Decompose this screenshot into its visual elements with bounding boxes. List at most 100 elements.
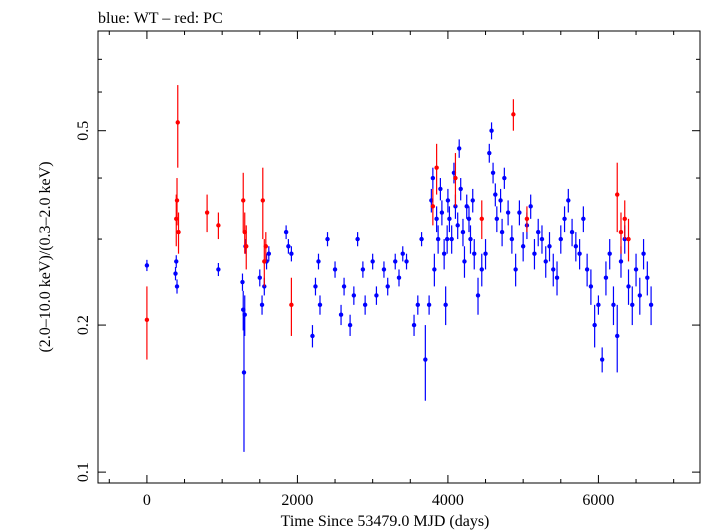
- data-point: [630, 302, 635, 308]
- data-point: [430, 175, 436, 181]
- data-point: [289, 302, 294, 308]
- data-point: [419, 236, 424, 242]
- data-point: [637, 293, 642, 298]
- data-point: [532, 251, 537, 256]
- data-point: [370, 259, 375, 264]
- data-point: [490, 170, 496, 176]
- data-point: [289, 251, 294, 256]
- data-point: [494, 216, 500, 222]
- data-point: [174, 198, 180, 203]
- chart-title: blue: WT – red: PC: [98, 10, 223, 27]
- y-tick-label: 0.2: [75, 315, 92, 335]
- data-point: [283, 229, 289, 235]
- data-point: [362, 302, 368, 308]
- data-point: [645, 275, 650, 280]
- data-point: [641, 251, 646, 256]
- data-point: [536, 229, 541, 235]
- data-point: [430, 204, 436, 209]
- data-point: [438, 186, 443, 192]
- data-point: [596, 302, 601, 308]
- x-axis-label: Time Since 53479.0 MJD (days): [281, 513, 490, 530]
- data-point: [547, 244, 552, 249]
- data-point: [539, 236, 545, 242]
- data-point: [581, 216, 586, 222]
- data-point: [498, 198, 503, 203]
- data-point: [244, 244, 249, 249]
- data-point: [355, 236, 360, 242]
- data-point: [325, 236, 330, 242]
- data-point: [493, 192, 498, 197]
- data-point: [241, 370, 247, 375]
- x-tick-label: 4000: [432, 492, 464, 509]
- data-point: [432, 267, 437, 272]
- data-point: [404, 259, 409, 264]
- data-point: [426, 302, 432, 308]
- data-point: [577, 251, 582, 256]
- data-point: [313, 284, 318, 289]
- data-point: [524, 216, 530, 222]
- data-point: [316, 259, 321, 264]
- data-point: [599, 357, 605, 362]
- data-point: [554, 275, 560, 280]
- data-point: [317, 302, 323, 308]
- data-point: [464, 204, 469, 209]
- data-point: [543, 259, 548, 264]
- data-point: [445, 198, 451, 203]
- data-point: [648, 302, 654, 308]
- data-point: [400, 251, 405, 256]
- data-point: [584, 267, 590, 272]
- data-point: [569, 229, 575, 235]
- data-point: [615, 192, 620, 197]
- data-point: [603, 275, 609, 280]
- data-point: [499, 229, 505, 235]
- data-point: [175, 120, 180, 125]
- data-point: [470, 198, 475, 203]
- data-point: [475, 293, 481, 298]
- data-point: [411, 322, 417, 328]
- data-point: [241, 198, 246, 203]
- data-point: [441, 251, 447, 256]
- y-axis-label: (2.0–10.0 keV)/(0.3–2.0 keV): [37, 161, 54, 352]
- x-axis: 0 2000 4000 6000: [108, 31, 675, 509]
- data-point: [626, 236, 631, 242]
- data-point: [360, 267, 366, 272]
- data-point: [174, 216, 179, 222]
- data-point: [509, 236, 515, 242]
- data-point: [144, 317, 150, 323]
- data-point: [443, 302, 448, 308]
- data-point: [204, 210, 210, 215]
- data-point: [439, 210, 445, 215]
- data-point: [435, 236, 441, 242]
- data-point: [489, 128, 494, 133]
- data-point: [505, 210, 511, 215]
- data-point: [174, 284, 180, 289]
- data-point: [393, 259, 398, 264]
- data-point: [423, 357, 428, 362]
- data-point: [453, 175, 458, 181]
- data-point: [341, 284, 347, 289]
- series-wt: [144, 122, 654, 452]
- data-point: [487, 150, 492, 156]
- data-point: [351, 293, 357, 298]
- data-point: [286, 244, 291, 249]
- data-point: [633, 267, 639, 272]
- data-point: [174, 259, 179, 264]
- data-point: [460, 229, 466, 235]
- data-point: [592, 322, 597, 328]
- data-point: [434, 165, 439, 170]
- data-point: [458, 186, 463, 192]
- data-point: [242, 312, 247, 317]
- data-point: [479, 216, 484, 222]
- data-point: [562, 216, 567, 222]
- data-point: [240, 279, 245, 285]
- data-point: [513, 267, 518, 272]
- data-point: [472, 251, 477, 256]
- data-point: [449, 236, 454, 242]
- y-tick-label: 0.1: [75, 462, 92, 482]
- y-axis: 0.1 0.2 0.5: [75, 58, 700, 482]
- data-point: [385, 284, 390, 289]
- data-point: [447, 216, 452, 222]
- data-point: [528, 204, 533, 209]
- data-point: [381, 267, 387, 272]
